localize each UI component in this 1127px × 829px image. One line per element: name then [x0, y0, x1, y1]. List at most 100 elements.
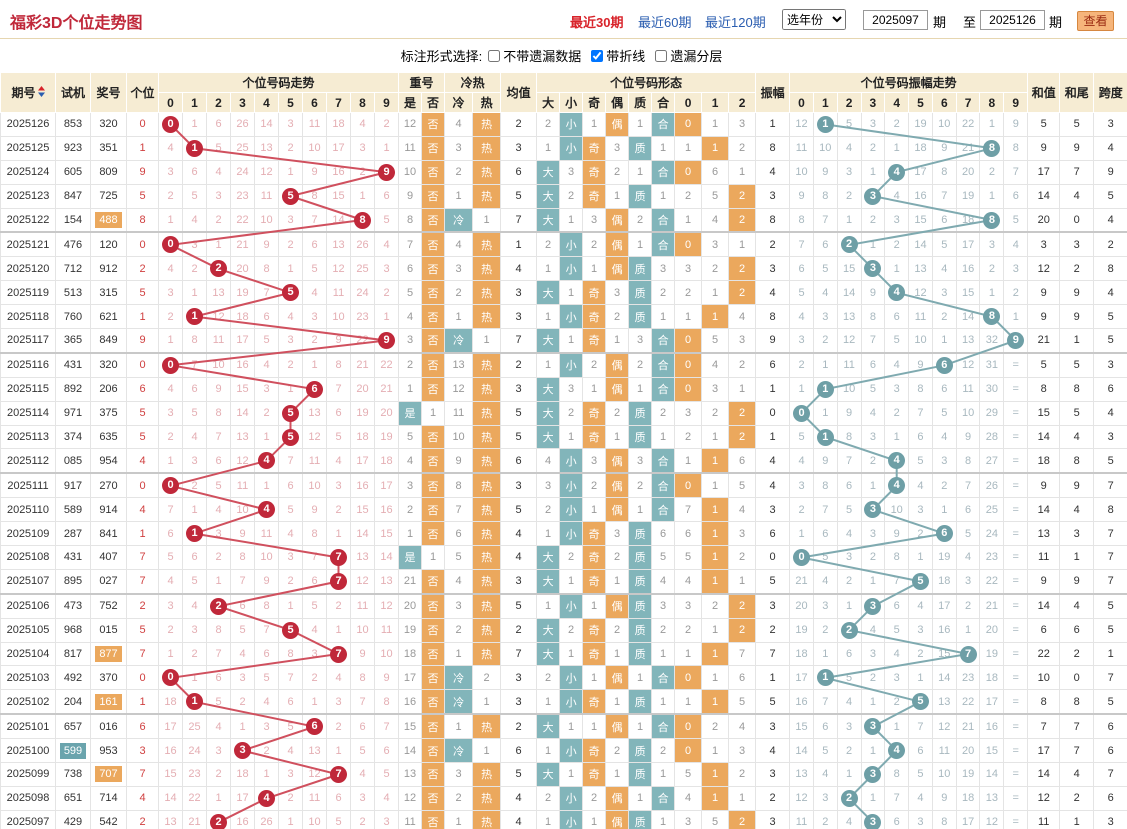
checkbox-option[interactable]: 不带遗漏数据	[488, 46, 581, 65]
cell: 13	[206, 280, 231, 306]
cell: 971	[55, 400, 91, 426]
cell: 30	[979, 376, 1005, 402]
cell: 3	[158, 593, 183, 619]
cell: 8	[931, 159, 957, 185]
cell: 968	[55, 617, 91, 643]
cell: 12	[979, 809, 1005, 829]
checkbox-option[interactable]: 带折线	[591, 46, 645, 65]
cell: 1	[126, 135, 159, 161]
cell: 7	[812, 497, 838, 523]
sort-icon[interactable]	[37, 86, 45, 97]
cell: 1	[559, 713, 584, 740]
query-button[interactable]: 查看	[1077, 11, 1114, 31]
cell: =	[1003, 809, 1029, 829]
cell: =	[1003, 400, 1029, 426]
cell: 9	[444, 448, 474, 475]
cell: 5	[931, 400, 957, 426]
cell: 3	[1027, 231, 1061, 258]
checkbox[interactable]	[488, 49, 501, 62]
checkbox[interactable]	[655, 49, 668, 62]
highlight-number: 877	[95, 646, 122, 663]
cell: 6	[126, 713, 159, 740]
cell: 2	[398, 352, 423, 378]
range-link[interactable]: 最近60期	[638, 15, 692, 30]
cell: 2	[860, 207, 886, 234]
cell: 9	[955, 424, 981, 450]
cell: 0	[674, 472, 703, 499]
cell: 3	[278, 207, 303, 234]
cell: 3	[860, 713, 886, 740]
cell: 15	[836, 256, 862, 282]
checkbox-option[interactable]: 遗漏分层	[655, 46, 722, 65]
cell: 偶	[605, 231, 630, 258]
data-row: 2025117 365 849 9 1 8 11 17 5 3 2 9 22 9 3 否冷 1 7 大 1 奇 1 3 合 0 5…	[0, 328, 1127, 354]
cell: 4	[931, 424, 957, 450]
cell: 320	[90, 352, 127, 378]
cell: 13	[230, 424, 255, 450]
cell: 6	[884, 809, 910, 829]
cell: 偶	[605, 665, 630, 691]
checkbox-label[interactable]: 遗漏分层	[670, 49, 723, 64]
cell: 3	[860, 424, 886, 450]
from-input[interactable]: 2025097	[863, 10, 928, 30]
range-link[interactable]: 最近30期	[570, 15, 624, 30]
to-input[interactable]: 2025126	[980, 10, 1045, 30]
cell: 奇	[582, 545, 607, 570]
cell: 14	[836, 280, 862, 306]
cell: 奇	[582, 762, 607, 787]
cell: 9	[126, 328, 159, 354]
cell: 8	[182, 328, 207, 354]
hit-ball: 0	[162, 356, 179, 374]
cell: 奇	[582, 135, 607, 161]
cell: 小	[559, 472, 584, 499]
cell: 1	[701, 497, 730, 523]
cell: 3	[605, 521, 630, 547]
cell: 4	[444, 568, 474, 595]
cell: 否	[421, 159, 446, 185]
cell: 4	[206, 497, 231, 523]
cell: 351	[90, 135, 127, 161]
checkbox[interactable]	[591, 49, 604, 62]
cell: 2	[979, 256, 1005, 282]
sub-header: 7	[955, 92, 981, 113]
cell: 1	[254, 762, 279, 787]
cell: 4	[398, 304, 423, 330]
cell: 1	[860, 472, 886, 499]
cell: 6	[350, 713, 375, 740]
cell: 14	[1027, 497, 1061, 523]
cell: 8	[230, 545, 255, 570]
cell: 3	[1093, 352, 1127, 378]
cell: 953	[90, 738, 127, 764]
cell: 6	[230, 593, 255, 619]
hit-ball: 7	[330, 765, 347, 783]
checkbox-label[interactable]: 带折线	[606, 49, 646, 64]
cell: 11	[350, 593, 375, 619]
cell: 热	[472, 424, 502, 450]
cell: 10	[884, 497, 910, 523]
cell: =	[1003, 448, 1029, 475]
range-link[interactable]: 最近120期	[705, 15, 766, 30]
cell: 6	[158, 521, 183, 547]
cell: 2	[701, 256, 730, 282]
cell: 6	[755, 352, 791, 378]
cell: 2	[182, 256, 207, 282]
cell: 12	[1027, 256, 1061, 282]
cell: 0	[158, 665, 183, 691]
cell: 17	[789, 665, 814, 691]
data-row: 2025109 287 841 1 6 1 3 9 11 4 8 1 14 15 1 否 6 热 4 1 小奇 3 质 6 6 1…	[0, 521, 1127, 547]
cell: 3	[908, 617, 933, 643]
year-select[interactable]: 选年份	[782, 9, 846, 30]
cell: 154	[55, 207, 91, 234]
cell: 22	[230, 207, 255, 234]
cell: 12	[1027, 785, 1061, 811]
cell: 否	[421, 785, 446, 811]
cell: 3	[326, 472, 351, 499]
cell: 6	[302, 231, 327, 258]
cell: 热	[472, 183, 502, 209]
cell: 21	[1027, 328, 1061, 354]
checkbox-label[interactable]: 不带遗漏数据	[503, 49, 582, 64]
cell: 5	[674, 545, 703, 570]
cell: 4	[812, 762, 838, 787]
cell: 2	[789, 497, 814, 523]
cell: 5	[302, 593, 327, 619]
